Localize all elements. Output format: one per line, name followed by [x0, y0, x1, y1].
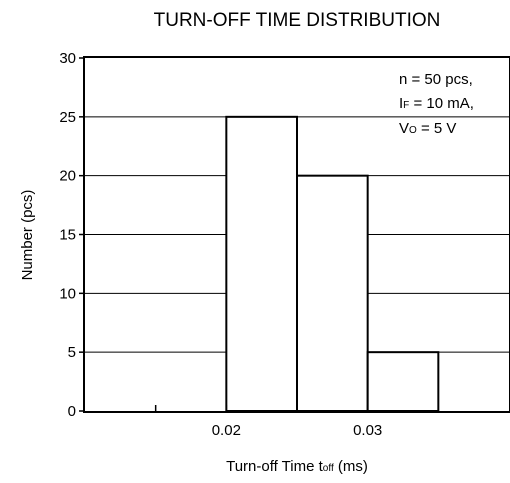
x-axis-label: Turn-off Time toff (ms)	[226, 458, 368, 475]
y-tick-label-15: 15	[59, 227, 76, 244]
x-tick-label-0.02: 0.02	[212, 422, 241, 439]
y-tick-label-10: 10	[59, 285, 76, 302]
y-tick-label-5: 5	[68, 344, 76, 361]
annotation-line-3: VO = 5 V	[399, 120, 456, 137]
histogram-bar-2	[296, 174, 369, 412]
histogram-bar-3	[366, 351, 440, 412]
y-axis-label: Number (pcs)	[19, 190, 36, 281]
x-tick-label-0.03: 0.03	[353, 422, 382, 439]
annotation-block: n = 50 pcs, IF = 10 mA, VO = 5 V	[399, 71, 474, 137]
y-tick-label-0: 0	[68, 403, 76, 420]
tick-layer: 0 5 10 15 20 25 30 0.02 0.03	[59, 50, 382, 439]
y-tick-label-30: 30	[59, 50, 76, 67]
bar-layer	[225, 115, 440, 412]
annotation-line-1: n = 50 pcs,	[399, 71, 473, 88]
annotation-line-2: IF = 10 mA,	[399, 95, 474, 112]
plot-frame	[83, 56, 510, 413]
chart-title: TURN-OFF TIME DISTRIBUTION	[154, 10, 441, 31]
histogram-bar-1	[225, 115, 298, 412]
y-tick-label-20: 20	[59, 168, 76, 185]
y-tick-label-25: 25	[59, 109, 76, 126]
